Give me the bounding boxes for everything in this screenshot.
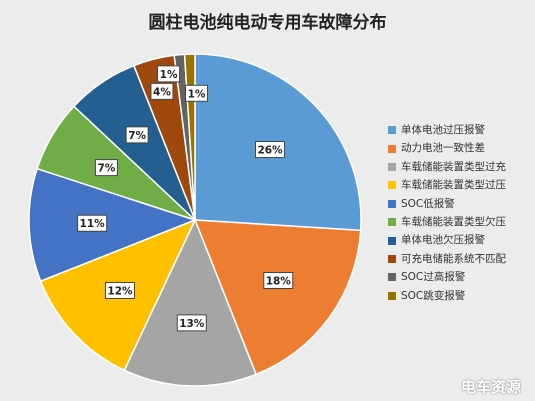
legend-label: SOC跳变报警 (401, 289, 466, 302)
pie-slice-3 (123, 218, 258, 387)
legend-item-8: 可充电储能系统不匹配 (388, 250, 506, 268)
legend-swatch (388, 199, 396, 208)
pie-label-2: 18% (263, 271, 294, 289)
legend-swatch (388, 273, 396, 282)
legend-item-2: 动力电池一致性差 (388, 139, 506, 157)
watermark: 电车资源 (460, 378, 521, 396)
legend-item-9: SOC过高报警 (388, 268, 506, 286)
pie-label-1: 26% (255, 141, 286, 159)
legend-label: 车载储能装置类型欠压 (401, 216, 506, 229)
pie-label-text: 7% (128, 130, 146, 142)
legend-swatch (388, 255, 396, 264)
chart-title: 圆柱电池纯电动专用车故障分布 (148, 13, 387, 33)
legend-item-3: 车载储能装置类型过充 (388, 158, 506, 176)
pie-label-text: 18% (266, 275, 292, 287)
chart-legend: 单体电池过压报警 动力电池一致性差车载储能装置类型过充 车载储能装置类型过压 SOC低… (388, 121, 506, 305)
pie-slice-5 (28, 167, 198, 283)
legend-swatch (388, 218, 396, 227)
pie-label-box (255, 141, 286, 159)
pie-label-5: 11% (77, 214, 108, 232)
pie-label-10: 1% (185, 84, 209, 102)
pie-slices (28, 53, 362, 387)
pie-label-text: 11% (80, 218, 106, 230)
pie-label-box (157, 65, 181, 83)
pie-label-text: 1% (188, 88, 206, 100)
pie-label-text: 13% (179, 318, 205, 330)
pie-label-text: 4% (153, 86, 171, 98)
pie-label-6: 7% (94, 159, 118, 177)
pie-label-text: 12% (107, 285, 133, 297)
pie-label-box (263, 271, 294, 289)
pie-slice-2 (193, 219, 362, 376)
legend-label: 车载储能装置类型过充 (401, 160, 506, 173)
pie-label-8: 4% (150, 82, 174, 100)
legend-item-10: SOC跳变报警 (388, 287, 506, 305)
pie-label-3: 13% (176, 314, 207, 332)
legend-item-6: 车载储能装置类型欠压 (388, 213, 506, 231)
legend-item-5: SOC低报警 (388, 195, 506, 213)
pie-label-4: 12% (104, 281, 135, 299)
pie-label-text: 26% (257, 145, 283, 157)
pie-label-7: 7% (125, 126, 149, 144)
legend-swatch (388, 144, 396, 153)
legend-label: 车载储能装置类型过压 (401, 179, 506, 192)
legend-item-1: 单体电池过压报警 (388, 121, 506, 139)
legend-swatch (388, 236, 396, 245)
pie-label-box (150, 82, 174, 100)
pie-label-box (125, 126, 149, 144)
pie-label-box (185, 84, 209, 102)
legend-swatch (388, 163, 396, 172)
legend-label: SOC低报警 (401, 197, 455, 210)
legend-swatch (388, 291, 396, 300)
pie-label-9: 1% (157, 65, 181, 83)
pie-label-text: 7% (97, 163, 115, 175)
legend-label: 单体电池欠压报警 (401, 234, 485, 247)
pie-labels: 26% 18% 13% 12% 11% 7% 7% 4% 1% 1% (77, 65, 294, 332)
legend-label: 动力电池一致性差 (401, 142, 485, 155)
legend-item-7: 单体电池欠压报警 (388, 231, 506, 249)
legend-label: SOC过高报警 (401, 271, 466, 284)
pie-label-box (104, 281, 135, 299)
pie-label-text: 1% (160, 69, 178, 81)
pie-label-box (94, 159, 118, 177)
legend-label: 可充电储能系统不匹配 (401, 252, 506, 265)
pie-label-box (77, 214, 108, 232)
legend-label: 单体电池过压报警 (401, 124, 485, 136)
pie-label-box (176, 314, 207, 332)
legend-swatch (388, 181, 396, 190)
legend-swatch (388, 126, 396, 135)
legend-item-4: 车载储能装置类型过压 (388, 176, 506, 194)
